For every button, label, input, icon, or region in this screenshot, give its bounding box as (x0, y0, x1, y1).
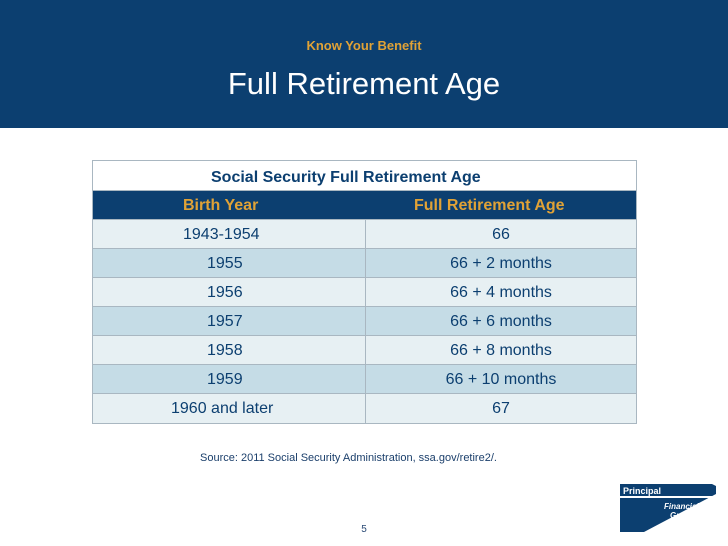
fra-cell: 66 + 8 months (450, 342, 552, 359)
birth-year-cell: 1956 (93, 278, 366, 306)
table-row: 1943-1954 66 (93, 220, 636, 249)
fra-cell: 66 + 2 months (450, 255, 552, 272)
table-row: 1959 66 + 10 months (93, 365, 636, 394)
fra-cell: 66 + 4 months (450, 284, 552, 301)
retirement-age-table: Social Security Full Retirement Age Birt… (92, 160, 637, 424)
logo-brand-text: Principal (623, 486, 661, 496)
fra-cell: 67 (492, 400, 510, 417)
birth-year-cell: 1960 and later (93, 394, 366, 423)
source-note: Source: 2011 Social Security Administrat… (200, 452, 497, 464)
table-row: 1960 and later 67 (93, 394, 636, 423)
table-caption: Social Security Full Retirement Age (93, 161, 636, 191)
logo-divider-line (620, 496, 716, 498)
header-full-retirement-age: Full Retirement Age (414, 197, 565, 214)
birth-year-cell: 1959 (93, 365, 366, 393)
logo-line1-text: Financial (664, 502, 699, 511)
header-birth-year: Birth Year (183, 197, 259, 214)
birth-year-cell: 1943-1954 (93, 220, 366, 248)
slide-eyebrow: Know Your Benefit (306, 38, 422, 53)
birth-year-cell: 1957 (93, 307, 366, 335)
fra-cell: 66 (492, 226, 510, 243)
birth-year-cell: 1958 (93, 336, 366, 364)
table-row: 1957 66 + 6 months (93, 307, 636, 336)
table-header-row: Birth Year Full Retirement Age (93, 191, 636, 220)
table-row: 1956 66 + 4 months (93, 278, 636, 307)
birth-year-cell: 1955 (93, 249, 366, 277)
logo-line2-text: Group (670, 511, 694, 520)
page-number: 5 (361, 524, 367, 535)
slide-header: Know Your Benefit Full Retirement Age (0, 0, 728, 128)
fra-cell: 66 + 6 months (450, 313, 552, 330)
table-row: 1958 66 + 8 months (93, 336, 636, 365)
fra-cell: 66 + 10 months (445, 371, 557, 388)
principal-logo: Principal Financial Group (620, 484, 716, 532)
table-row: 1955 66 + 2 months (93, 249, 636, 278)
slide-title: Full Retirement Age (227, 66, 501, 101)
